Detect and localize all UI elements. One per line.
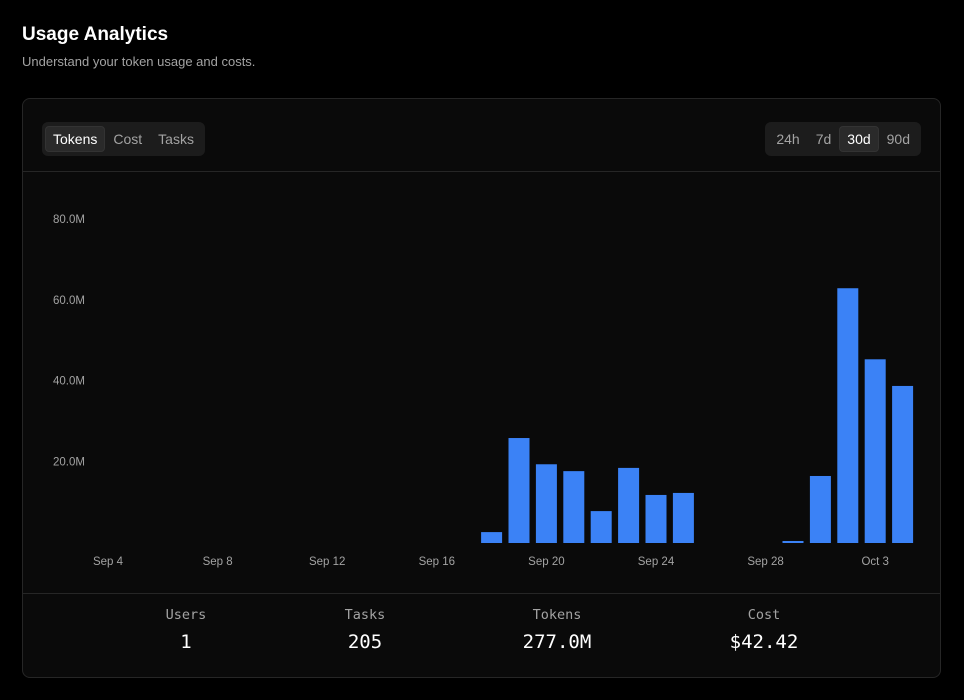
y-tick-label: 60.0M [53, 295, 85, 307]
y-tick-label: 20.0M [53, 456, 85, 468]
stat-value: 1 [180, 631, 192, 653]
stat-label: Tasks [344, 607, 386, 623]
page-title: Usage Analytics [22, 24, 169, 45]
x-tick-label: Oct 3 [861, 556, 888, 568]
stat-label: Cost [747, 607, 781, 623]
bar [508, 438, 530, 543]
bar [535, 464, 557, 543]
range-tabs: 24h 7d 30d 90d [765, 122, 921, 156]
bar [837, 288, 859, 543]
stat-value: $42.42 [729, 631, 799, 653]
bar [782, 540, 804, 543]
stat: Users 1 [106, 607, 266, 653]
bar [563, 471, 585, 543]
tab[interactable]: 24h [776, 131, 800, 147]
page-subtitle: Understand your token usage and costs. [22, 54, 256, 69]
divider [23, 593, 940, 594]
x-tick-label: Sep 16 [419, 556, 455, 568]
tab[interactable]: Tokens [45, 126, 106, 152]
stat: Tasks 205 [285, 607, 445, 653]
stat-value: 205 [347, 631, 383, 653]
bar [809, 475, 831, 543]
chart: 20.0M 40.0M 60.0M 80.0M Sep 4 Sep 8 Sep 12 Sep … [53, 214, 914, 568]
y-tick-label: 40.0M [53, 376, 85, 388]
bar [618, 467, 640, 543]
tab[interactable]: Cost [113, 131, 143, 147]
tab[interactable]: 30d [839, 126, 879, 152]
stat: Tokens 277.0M [477, 607, 637, 653]
bar [590, 511, 612, 543]
y-tick-label: 80.0M [53, 214, 85, 226]
metric-tabs: Tokens Cost Tasks [42, 122, 205, 156]
tab[interactable]: 90d [886, 131, 910, 147]
stat-label: Tokens [532, 607, 582, 623]
stat-label: Users [165, 607, 207, 623]
analytics-card: Tokens Cost Tasks 24h 7d 30d 90d 20.0M 40.0M 60… [22, 98, 941, 678]
x-tick-label: Sep 8 [203, 556, 233, 568]
x-tick-label: Sep 28 [747, 556, 783, 568]
x-tick-label: Sep 4 [93, 556, 124, 568]
bar [481, 532, 503, 543]
bar [892, 385, 914, 543]
divider [23, 171, 940, 172]
stat-value: 277.0M [522, 631, 592, 653]
bar [864, 359, 886, 543]
x-tick-label: Sep 24 [638, 556, 675, 568]
x-tick-label: Sep 12 [309, 556, 345, 568]
bar [645, 494, 667, 543]
tab[interactable]: Tasks [158, 131, 194, 147]
x-tick-label: Sep 20 [528, 556, 564, 568]
bar [672, 492, 694, 543]
tab[interactable]: 7d [815, 131, 832, 147]
stat: Cost $42.42 [684, 607, 844, 653]
